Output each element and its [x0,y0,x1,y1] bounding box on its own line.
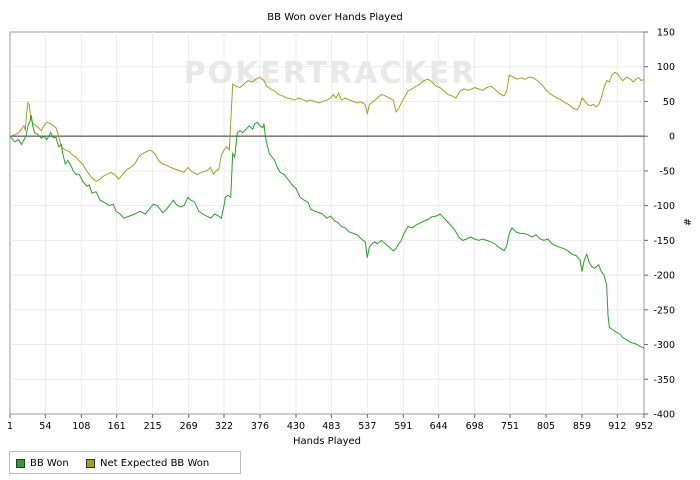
x-tick-label: 912 [608,421,626,432]
x-tick-label: 430 [287,421,305,432]
x-tick-label: 215 [144,421,162,432]
series-layer [9,71,645,349]
x-tick-label: 54 [39,421,51,432]
y-tick-label: 100 [657,62,675,73]
legend-item-net-expected: Net Expected BB Won [86,457,209,469]
x-tick-label: 322 [215,421,233,432]
y-tick-label: -400 [653,410,675,421]
x-tick-label: 1 [7,421,13,432]
y-tick-label: 0 [669,132,675,143]
grid [10,32,644,414]
x-tick-label: 537 [358,421,376,432]
series-line-bb-won [9,115,645,349]
y-tick-label: -250 [653,305,675,316]
legend-label-bb-won: BB Won [30,457,69,469]
legend-item-bb-won: BB Won [16,457,69,469]
y-tick-label: -100 [653,201,675,212]
x-tick-label: 751 [501,421,519,432]
x-axis-label: Hands Played [293,436,361,447]
legend: BB Won Net Expected BB Won [9,451,241,474]
legend-label-net-expected: Net Expected BB Won [100,457,210,469]
y-axis: -400 -350 -300 -250 -200 -150 -100 -50 0 50 100 150 [644,28,675,421]
y-axis-label: # [681,218,692,226]
y-tick-label: -50 [659,166,675,177]
y-tick-label: -200 [653,271,675,282]
x-tick-label: 591 [394,421,412,432]
x-tick-label: 269 [180,421,198,432]
y-tick-label: -150 [653,236,675,247]
watermark-logo: POKERTRACKER [184,56,477,91]
y-tick-label: 50 [663,97,675,108]
x-tick-label: 952 [635,421,653,432]
y-tick-label: 150 [657,28,675,39]
series-line-net-expected-bb-won [9,71,645,182]
x-tick-label: 483 [322,421,340,432]
y-tick-label: -350 [653,375,675,386]
x-tick-label: 805 [537,421,555,432]
x-tick-label: 698 [466,421,484,432]
legend-swatch-net-expected [86,458,95,468]
plot-area [9,31,645,415]
x-tick-label: 161 [108,421,126,432]
x-tick-label: 376 [251,421,269,432]
x-axis: 1 54 108 161 215 269 322 376 430 483 537 591 644 698 7… [7,414,653,432]
x-tick-label: 644 [430,421,448,432]
y-tick-label: -300 [653,340,675,351]
x-tick-label: 108 [72,421,90,432]
chart-title: BB Won over Hands Played [267,12,402,23]
x-tick-label: 859 [573,421,591,432]
legend-swatch-bb-won [16,458,25,468]
